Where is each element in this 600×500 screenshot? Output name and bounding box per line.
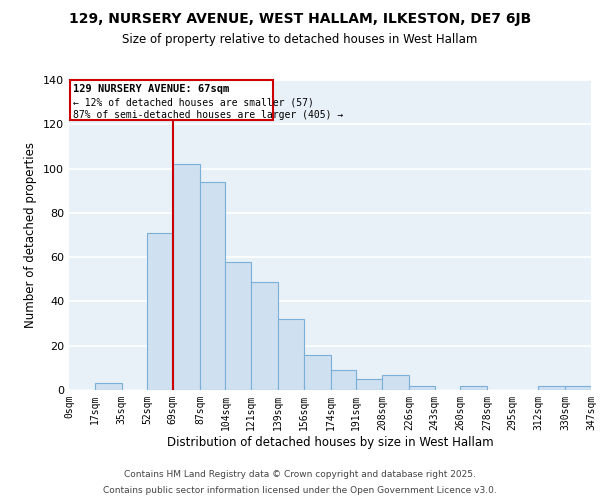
- Bar: [95, 384, 122, 390]
- Text: ← 12% of detached houses are smaller (57): ← 12% of detached houses are smaller (57…: [73, 97, 314, 107]
- Bar: [565, 386, 591, 390]
- Bar: [278, 319, 304, 390]
- Bar: [538, 386, 565, 390]
- Bar: [409, 386, 434, 390]
- Text: Size of property relative to detached houses in West Hallam: Size of property relative to detached ho…: [122, 32, 478, 46]
- Bar: [356, 379, 382, 390]
- X-axis label: Distribution of detached houses by size in West Hallam: Distribution of detached houses by size …: [167, 436, 493, 448]
- Bar: [251, 282, 278, 390]
- Bar: [226, 262, 251, 390]
- Text: 129 NURSERY AVENUE: 67sqm: 129 NURSERY AVENUE: 67sqm: [73, 84, 229, 94]
- Bar: [460, 386, 487, 390]
- Text: Contains public sector information licensed under the Open Government Licence v3: Contains public sector information licen…: [103, 486, 497, 495]
- Bar: [331, 370, 356, 390]
- Text: 87% of semi-detached houses are larger (405) →: 87% of semi-detached houses are larger (…: [73, 110, 343, 120]
- Text: Contains HM Land Registry data © Crown copyright and database right 2025.: Contains HM Land Registry data © Crown c…: [124, 470, 476, 479]
- Bar: [304, 354, 331, 390]
- Y-axis label: Number of detached properties: Number of detached properties: [25, 142, 37, 328]
- Bar: [200, 182, 226, 390]
- Text: 129, NURSERY AVENUE, WEST HALLAM, ILKESTON, DE7 6JB: 129, NURSERY AVENUE, WEST HALLAM, ILKEST…: [69, 12, 531, 26]
- FancyBboxPatch shape: [70, 80, 273, 120]
- Bar: [147, 233, 173, 390]
- Bar: [382, 374, 409, 390]
- Bar: [173, 164, 200, 390]
